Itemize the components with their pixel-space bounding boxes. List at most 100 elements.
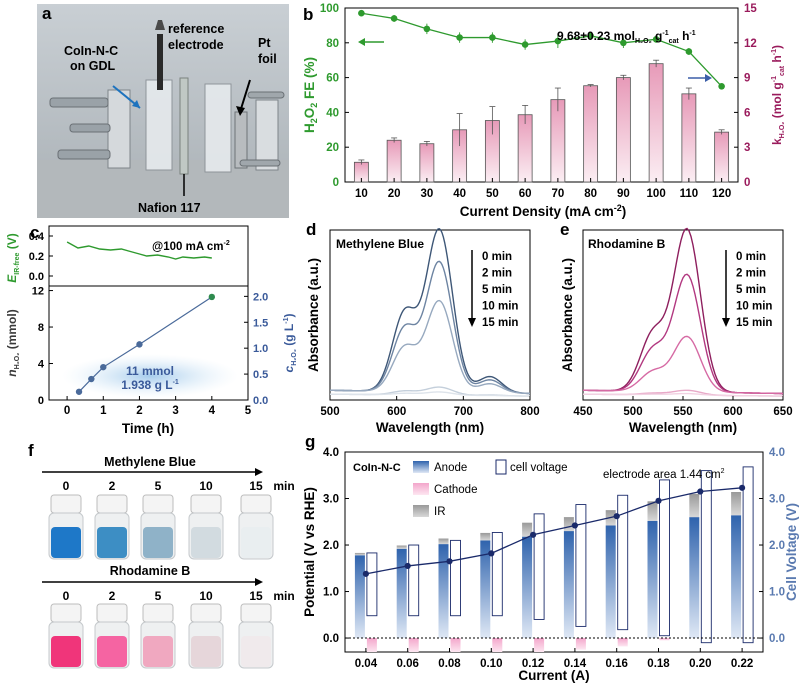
x-tick-label: 0.22	[731, 658, 753, 670]
label-reference-line1: reference	[168, 22, 224, 36]
fitting-2	[57, 149, 111, 160]
arrow-pt	[239, 79, 251, 113]
cell-voltage-point	[739, 484, 746, 491]
label-pt-line2: foil	[258, 52, 277, 66]
panel-g-legend-title: CoIn-N-C	[353, 462, 401, 474]
spectrum-line	[582, 392, 784, 397]
x-tick-label: 600	[723, 406, 742, 418]
x-tick-label: 20	[388, 188, 401, 200]
panel-c-bottom-frame	[48, 285, 249, 401]
vial-time-label: 15	[249, 479, 263, 493]
legend-entry: 0 min	[736, 251, 766, 263]
vial-cap	[240, 494, 272, 514]
x-tick-label: 30	[420, 188, 433, 200]
cell-voltage-bar	[575, 504, 587, 627]
panel-b-ylabel-left: H2O2 FE (%)	[302, 57, 319, 133]
y-tick-label-left: 20	[326, 142, 339, 154]
nafion-membrane	[179, 77, 189, 175]
x-tick-label: 500	[623, 406, 642, 418]
cell-voltage-point	[697, 488, 704, 495]
rate-bar	[583, 85, 599, 183]
vial-time-label: 5	[155, 589, 162, 603]
cell-right-plate	[255, 99, 279, 171]
panel-e-xlabel: Wavelength (nm)	[629, 420, 737, 435]
panel-e-ylabel: Absorbance (a.u.)	[560, 258, 575, 372]
fe-arrow-head	[358, 38, 365, 46]
cell-voltage-point	[530, 531, 537, 538]
legend-entry: 2 min	[482, 268, 512, 280]
x-tick-label: 700	[454, 406, 473, 418]
panel-f-mb-title: Methylene Blue	[104, 455, 196, 469]
vial-time-label: 0	[63, 589, 70, 603]
legend-entry: 15 min	[482, 317, 518, 329]
ir-bar	[689, 493, 700, 518]
n-point	[75, 388, 83, 395]
cell-chamber-1	[145, 79, 173, 171]
vial-cap	[190, 603, 222, 623]
vial-cap	[96, 494, 128, 514]
y-tick-label-right: 4.0	[769, 447, 785, 459]
x-tick-label: 60	[519, 188, 532, 200]
panel-c-ylabel-top: EIR-free (V)	[5, 233, 21, 283]
ir-bar	[480, 532, 491, 541]
x-tick-label: 550	[673, 406, 692, 418]
vial-time-label: 2	[109, 479, 116, 493]
cell-voltage-point	[571, 522, 579, 529]
bottom-y-tick-label-right: 2.0	[253, 291, 268, 303]
vial-cap	[96, 603, 128, 623]
fitting-5	[239, 159, 281, 167]
rate-bar	[714, 131, 730, 183]
panel-g-frame	[344, 451, 764, 653]
panel-f-letter: f	[28, 441, 34, 460]
x-tick-label: 10	[355, 188, 368, 200]
x-tick-label: 0.20	[689, 658, 711, 670]
x-tick-label: 100	[647, 188, 666, 200]
x-tick-label: 80	[584, 188, 597, 200]
arrow-coin-head	[132, 100, 140, 108]
vial-cap	[142, 494, 174, 514]
potential-trace	[66, 241, 212, 260]
fe-point	[521, 41, 529, 48]
panel-g-annotation: electrode area 1.44 cm2	[603, 468, 725, 481]
x-tick-label: 2	[136, 405, 142, 417]
legend-label-cathode: Cathode	[434, 484, 477, 496]
n-point	[136, 341, 143, 348]
cell-voltage-point	[362, 570, 369, 577]
rate-arrow-head	[705, 74, 712, 82]
y-tick-label-right: 3	[744, 142, 750, 154]
vial-time-label: 10	[199, 479, 213, 493]
fe-point	[620, 39, 627, 47]
panel-f-mb-arrow-head	[255, 468, 263, 476]
rate-bar	[648, 63, 664, 183]
bottom-y-tick-label-left: 4	[38, 359, 45, 371]
x-tick-label: 90	[617, 188, 630, 200]
vial-time-label: 5	[155, 479, 162, 493]
x-tick-label: 5	[245, 405, 252, 417]
reference-electrode	[157, 34, 163, 90]
vial-cap	[50, 494, 82, 514]
fitting-1	[49, 97, 109, 108]
x-tick-label: 0.14	[564, 658, 587, 670]
legend-label-ir: IR	[434, 506, 446, 518]
panel-d-letter: d	[306, 220, 316, 239]
label-nafion: Nafion 117	[138, 201, 201, 215]
vial-cap	[240, 603, 272, 623]
panel-b-annotation: 9.68±0.23 molH₂O₂ g-1cat h-1	[557, 29, 696, 45]
x-tick-label: 600	[387, 406, 406, 418]
label-coin-line1: CoIn-N-C	[64, 44, 118, 58]
panel-d-frame	[329, 229, 531, 401]
anode-bar	[438, 544, 449, 639]
panel-c-xlabel: Time (h)	[122, 421, 174, 436]
y-tick-label-left: 4.0	[323, 447, 339, 459]
fe-point	[489, 34, 496, 41]
cathode-bar	[659, 638, 670, 641]
fe-point	[587, 32, 594, 40]
legend-entry: 2 min	[736, 268, 766, 280]
cell-voltage-point	[404, 562, 411, 570]
legend-swatch-anode	[413, 461, 429, 473]
ir-bar	[563, 517, 574, 532]
n-point	[88, 375, 95, 383]
legend-entry: 10 min	[736, 301, 772, 313]
